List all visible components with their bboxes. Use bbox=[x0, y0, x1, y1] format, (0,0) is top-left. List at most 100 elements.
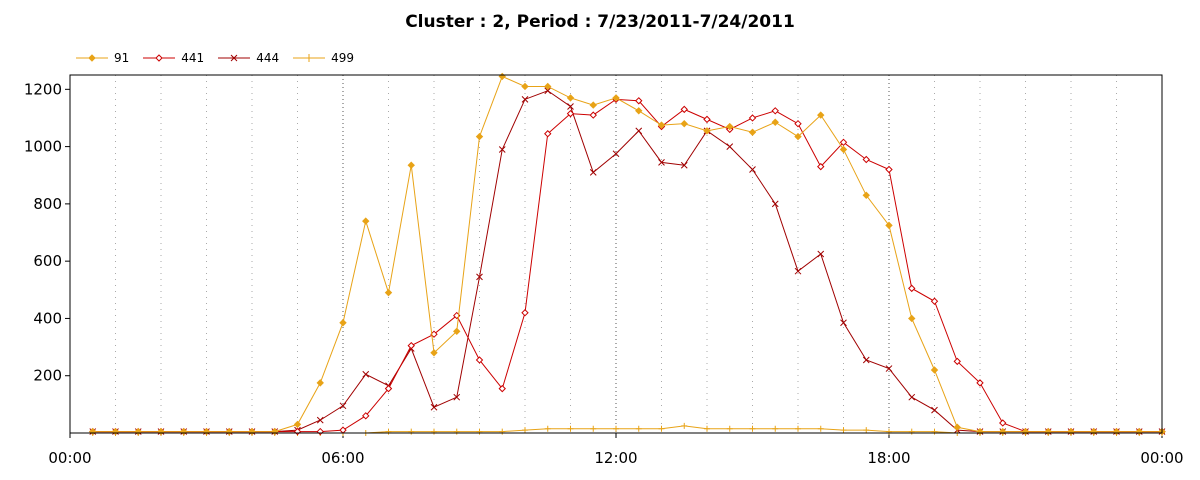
chart-title: Cluster : 2, Period : 7/23/2011-7/24/201… bbox=[405, 12, 795, 32]
data-point-441 bbox=[862, 155, 870, 164]
data-point-499 bbox=[431, 428, 437, 435]
data-point-499 bbox=[522, 427, 528, 434]
data-point-91 bbox=[726, 122, 734, 131]
data-point-441 bbox=[521, 309, 529, 317]
data-point-91 bbox=[339, 319, 347, 327]
data-point-91 bbox=[839, 145, 848, 154]
data-point-444 bbox=[362, 370, 370, 378]
data-point-499 bbox=[476, 428, 483, 435]
data-point-499 bbox=[681, 422, 688, 429]
data-point-499 bbox=[704, 425, 710, 432]
data-point-441 bbox=[589, 111, 597, 119]
data-point-444 bbox=[453, 393, 461, 401]
plot-frame bbox=[69, 74, 1163, 434]
y-tick-label: 1200 bbox=[24, 80, 62, 98]
data-point-91 bbox=[475, 132, 484, 141]
data-point-444 bbox=[544, 87, 552, 95]
data-point-444 bbox=[612, 150, 620, 158]
data-point-441 bbox=[475, 356, 484, 364]
data-point-441 bbox=[885, 165, 893, 174]
data-point-444 bbox=[498, 146, 506, 153]
data-point-444 bbox=[931, 406, 938, 414]
legend-item-441: 441 bbox=[143, 51, 204, 65]
data-point-441 bbox=[498, 384, 506, 393]
data-point-499 bbox=[385, 428, 392, 435]
data-point-499 bbox=[726, 425, 733, 432]
data-point-441 bbox=[794, 119, 802, 128]
data-point-444 bbox=[339, 402, 347, 410]
data-point-91 bbox=[885, 221, 893, 230]
data-point-441 bbox=[680, 105, 688, 114]
plot-area bbox=[70, 75, 1162, 433]
data-point-441 bbox=[703, 115, 711, 124]
data-point-91 bbox=[589, 101, 597, 109]
data-point-91 bbox=[544, 82, 552, 91]
data-point-91 bbox=[293, 420, 302, 429]
data-point-441 bbox=[953, 357, 961, 366]
data-point-499 bbox=[613, 425, 619, 432]
data-point-444 bbox=[771, 200, 779, 208]
data-point-499 bbox=[840, 427, 847, 434]
legend-item-499: 499 bbox=[293, 51, 354, 65]
data-point-441 bbox=[817, 162, 825, 171]
data-point-441 bbox=[999, 419, 1007, 427]
legend-item-91: 91 bbox=[76, 51, 129, 65]
data-point-444 bbox=[840, 319, 847, 327]
x-tick-label: 06:00 bbox=[321, 449, 364, 467]
data-point-444 bbox=[794, 267, 802, 275]
data-point-499 bbox=[544, 425, 551, 432]
data-point-444 bbox=[658, 158, 665, 166]
data-point-91 bbox=[862, 191, 870, 199]
data-point-444 bbox=[680, 161, 688, 169]
data-point-444 bbox=[908, 393, 916, 401]
data-point-91 bbox=[771, 118, 779, 126]
data-point-444 bbox=[589, 169, 597, 176]
data-point-444 bbox=[817, 250, 825, 258]
data-point-91 bbox=[908, 314, 916, 323]
data-point-499 bbox=[749, 425, 756, 432]
data-point-91 bbox=[430, 349, 438, 357]
x-tick-label: 00:00 bbox=[48, 449, 91, 467]
x-tick-label: 18:00 bbox=[867, 449, 910, 467]
data-point-444 bbox=[635, 127, 643, 135]
data-point-91 bbox=[384, 288, 393, 297]
y-tick-label: 800 bbox=[33, 195, 62, 213]
data-point-441 bbox=[930, 297, 939, 305]
data-point-441 bbox=[544, 130, 552, 138]
data-point-444 bbox=[430, 403, 438, 411]
data-point-441 bbox=[407, 341, 415, 350]
data-point-444 bbox=[316, 416, 324, 424]
data-point-499 bbox=[817, 425, 824, 432]
legend-marker-91 bbox=[76, 54, 108, 62]
data-point-441 bbox=[384, 384, 393, 393]
data-point-91 bbox=[703, 127, 711, 135]
data-point-499 bbox=[635, 425, 642, 432]
data-point-91 bbox=[953, 423, 961, 431]
data-point-91 bbox=[612, 94, 620, 102]
data-point-499 bbox=[931, 428, 938, 435]
legend-marker-499 bbox=[293, 54, 326, 62]
data-point-441 bbox=[771, 107, 779, 115]
data-point-91 bbox=[635, 107, 643, 115]
data-point-91 bbox=[453, 327, 461, 336]
data-point-499 bbox=[408, 428, 415, 435]
data-point-91 bbox=[316, 379, 324, 387]
data-point-499 bbox=[795, 425, 801, 432]
data-point-91 bbox=[930, 366, 939, 374]
data-point-441 bbox=[976, 379, 984, 387]
data-point-91 bbox=[362, 217, 370, 225]
legend-label-499: 499 bbox=[331, 51, 354, 65]
data-point-91 bbox=[657, 121, 666, 129]
data-point-499 bbox=[499, 428, 506, 435]
legend: 91 441 444 499 bbox=[76, 48, 368, 68]
data-point-91 bbox=[407, 161, 415, 169]
data-point-441 bbox=[566, 109, 575, 118]
data-point-441 bbox=[748, 114, 757, 122]
data-point-499 bbox=[908, 428, 915, 435]
data-point-91 bbox=[566, 94, 575, 102]
data-point-499 bbox=[567, 425, 574, 432]
legend-label-91: 91 bbox=[114, 51, 130, 65]
x-tick-label: 12:00 bbox=[594, 449, 637, 467]
data-point-499 bbox=[886, 428, 892, 435]
